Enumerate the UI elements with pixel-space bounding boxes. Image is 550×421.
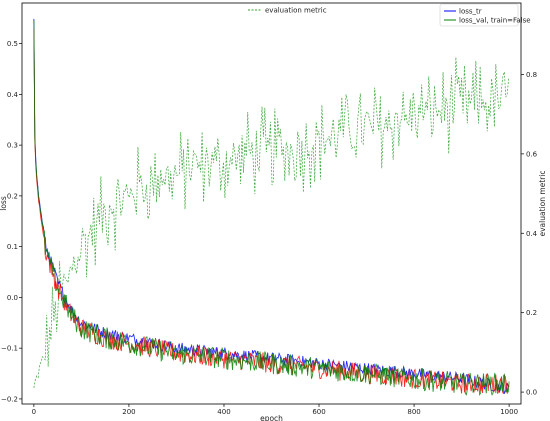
- x-axis-label: epoch: [260, 414, 283, 421]
- legend-label-loss-tr: loss_tr: [459, 8, 482, 16]
- x-tick-label: 400: [217, 408, 230, 416]
- x-tick-label: 1000: [500, 408, 518, 416]
- legend-label-loss-val: loss_val, train=False: [459, 17, 531, 25]
- legend-loss: loss_tr loss_val, train=False: [439, 3, 531, 27]
- y-left-tick-label: −0.2: [1, 395, 18, 403]
- y-left-tick-label: 0.0: [7, 294, 18, 302]
- y-left-tick-label: 0.4: [7, 91, 19, 99]
- y-right-tick-label: 0.0: [526, 389, 537, 397]
- y-right-tick-label: 0.2: [526, 309, 537, 317]
- y-left-tick-label: 0.2: [7, 192, 18, 200]
- y-left-tick-label: 0.5: [7, 40, 18, 48]
- y-left-tick-label: −0.1: [1, 345, 18, 353]
- x-tick-label: 200: [122, 408, 135, 416]
- x-tick-label: 0: [32, 408, 36, 416]
- plot-frame: [21, 2, 522, 405]
- legend-evaluation-metric: evaluation metric: [248, 7, 327, 15]
- series-layer: [33, 18, 510, 397]
- y-left-tick-label: 0.1: [7, 243, 18, 251]
- legend-box: [439, 3, 519, 27]
- ticks-layer: 0 200 400 600 800 1000 −0.2 −0.1 0.0 0.1 0.2 0.3 0.4…: [1, 40, 538, 416]
- y-right-tick-label: 0.8: [526, 71, 537, 79]
- series-line-1: [33, 57, 510, 388]
- y-axis-right-label: evaluation metric: [538, 171, 547, 237]
- y-left-tick-label: 0.3: [7, 142, 18, 150]
- x-tick-label: 600: [312, 408, 325, 416]
- y-right-tick-label: 0.6: [526, 150, 538, 158]
- y-right-tick-label: 0.4: [526, 230, 538, 238]
- series-line-3: [33, 20, 510, 397]
- y-axis-left-label: loss: [0, 196, 8, 211]
- legend-label-evaluation-metric: evaluation metric: [265, 7, 327, 15]
- x-tick-label: 800: [407, 408, 420, 416]
